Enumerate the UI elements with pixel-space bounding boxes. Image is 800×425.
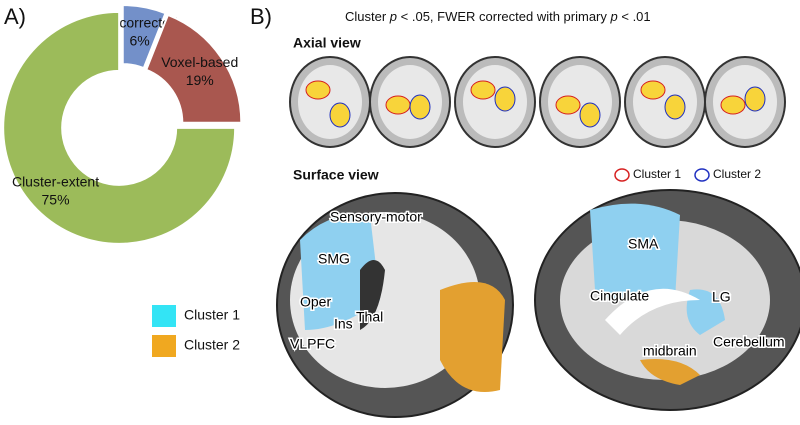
slice: [2, 10, 237, 245]
section-heading: Surface view: [293, 167, 379, 183]
region-label: LG: [712, 289, 731, 305]
left-brain: [276, 192, 514, 418]
activation: [305, 80, 331, 100]
activation: [409, 94, 431, 120]
region-label: Thal: [356, 309, 383, 325]
legend-label: Cluster 2: [713, 167, 761, 181]
region-label: Cingulate: [590, 288, 649, 304]
legend-swatch: [694, 168, 710, 182]
activation: [494, 86, 516, 112]
slice-label: Voxel-based 19%: [161, 54, 238, 88]
region-label: Sensory-motor: [330, 209, 422, 225]
legend-label: Cluster 1: [184, 307, 240, 323]
title-part: p: [389, 9, 397, 24]
slice: [144, 13, 243, 124]
category: Voxel-based: [161, 54, 238, 70]
activation: [664, 94, 686, 120]
panel-label: B): [250, 4, 272, 29]
category: Cluster-extent: [12, 173, 99, 189]
category: Uncorrected: [101, 14, 177, 30]
slice-label: Cluster-extent 75%: [12, 173, 99, 207]
right-brain: [534, 189, 800, 411]
region-label: Cerebellum: [713, 334, 785, 350]
section-heading: Axial view: [293, 35, 361, 51]
legend-label: Cluster 1: [633, 167, 681, 181]
region-label: SMG: [318, 251, 350, 267]
region-label: VLPFC: [290, 336, 335, 352]
legend-swatch: [614, 168, 630, 182]
slice-inner: [633, 65, 697, 139]
activation: [720, 95, 746, 115]
panel-label: A): [4, 4, 26, 29]
activation: [555, 95, 581, 115]
legend-swatch: [152, 335, 176, 357]
slice-inner: [298, 65, 362, 139]
region-label: Ins: [334, 316, 353, 332]
title-part: < .05, FWER corrected with primary: [397, 9, 610, 24]
title-part: p: [610, 9, 618, 24]
value-label: 75%: [42, 191, 70, 207]
title-part: Cluster: [345, 9, 390, 24]
donut-chart: Uncorrected 6% Voxel-based 19% Cluster-exten…: [2, 4, 243, 245]
activation: [470, 80, 496, 100]
region-label: midbrain: [643, 343, 697, 359]
panel-title: Cluster p < .05, FWER corrected with pri…: [345, 9, 651, 24]
region-label: SMA: [628, 236, 659, 252]
slice-label: Uncorrected 6%: [101, 14, 177, 48]
activation: [744, 86, 766, 112]
legends: Cluster 1 Cluster 2 Cluster 1 Cluster 2: [152, 167, 761, 357]
slice: [121, 4, 167, 70]
activation: [385, 95, 411, 115]
activation: [640, 80, 666, 100]
activation: [329, 102, 351, 128]
slice-inner: [378, 65, 442, 139]
region-label: Oper: [300, 294, 331, 310]
legend-label: Cluster 2: [184, 337, 240, 353]
activation: [579, 102, 601, 128]
legend-swatch: [152, 305, 176, 327]
value-label: 19%: [186, 72, 214, 88]
value-label: 6%: [129, 32, 149, 48]
axial-slices: [289, 56, 786, 148]
title-part: < .01: [618, 9, 651, 24]
